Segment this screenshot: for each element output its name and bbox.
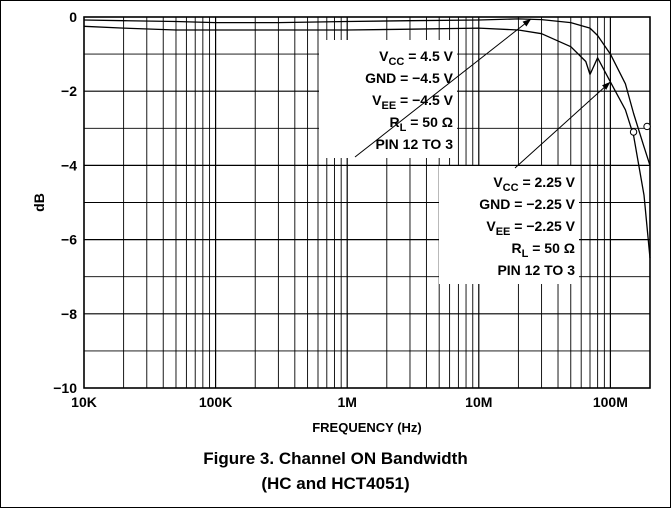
x-tick-label: 10K: [71, 394, 97, 410]
series-marker-vcc_4_5: [643, 122, 651, 131]
x-axis-label: FREQUENCY (Hz): [312, 420, 422, 435]
plot-area-border: [83, 16, 651, 389]
y-axis-label: dB: [31, 193, 47, 212]
figure-caption-subtitle: (HC and HCT4051): [261, 474, 410, 493]
y-tick-label: −4: [61, 157, 77, 173]
annotation-arrowhead-ann2: [602, 81, 611, 90]
x-tick-label: 100M: [593, 394, 628, 410]
x-tick-label: 100K: [199, 394, 232, 410]
x-tick-label: 1M: [337, 394, 356, 410]
annotation-line-ann1: RL = 50 Ω: [389, 114, 453, 134]
annotation-line-ann2: RL = 50 Ω: [511, 240, 575, 260]
annotation-line-ann2: GND = −2.25 V: [479, 196, 575, 212]
series-line-vcc_2_25: [83, 25, 651, 259]
y-tick-label: −10: [53, 380, 77, 396]
y-tick-label: −8: [61, 306, 77, 322]
annotation-line-ann2: VCC = 2.25 V: [493, 174, 575, 194]
annotation-box-ann2: [439, 166, 579, 284]
figure-caption-title: Figure 3. Channel ON Bandwidth: [203, 449, 468, 468]
annotation-box-ann1: [319, 40, 457, 158]
annotation-arrowhead-ann1: [522, 18, 532, 27]
series-marker-vcc_2_25: [629, 128, 638, 136]
annotation-arrow-ann1: [354, 18, 532, 158]
annotation-line-ann1: VEE = −4.5 V: [372, 92, 454, 112]
y-tick-label: −2: [61, 83, 77, 99]
annotation-line-ann1: PIN 12 TO 3: [375, 136, 453, 152]
x-tick-label: 10M: [465, 394, 492, 410]
y-tick-label: 0: [69, 9, 77, 25]
annotation-line-ann2: PIN 12 TO 3: [497, 262, 575, 278]
annotation-line-ann1: VCC = 4.5 V: [379, 48, 454, 68]
annotation-line-ann2: VEE = −2.25 V: [486, 218, 575, 238]
annotation-line-ann1: GND = −4.5 V: [365, 70, 454, 86]
annotation-arrow-ann2: [514, 81, 611, 169]
y-tick-label: −6: [61, 232, 77, 248]
